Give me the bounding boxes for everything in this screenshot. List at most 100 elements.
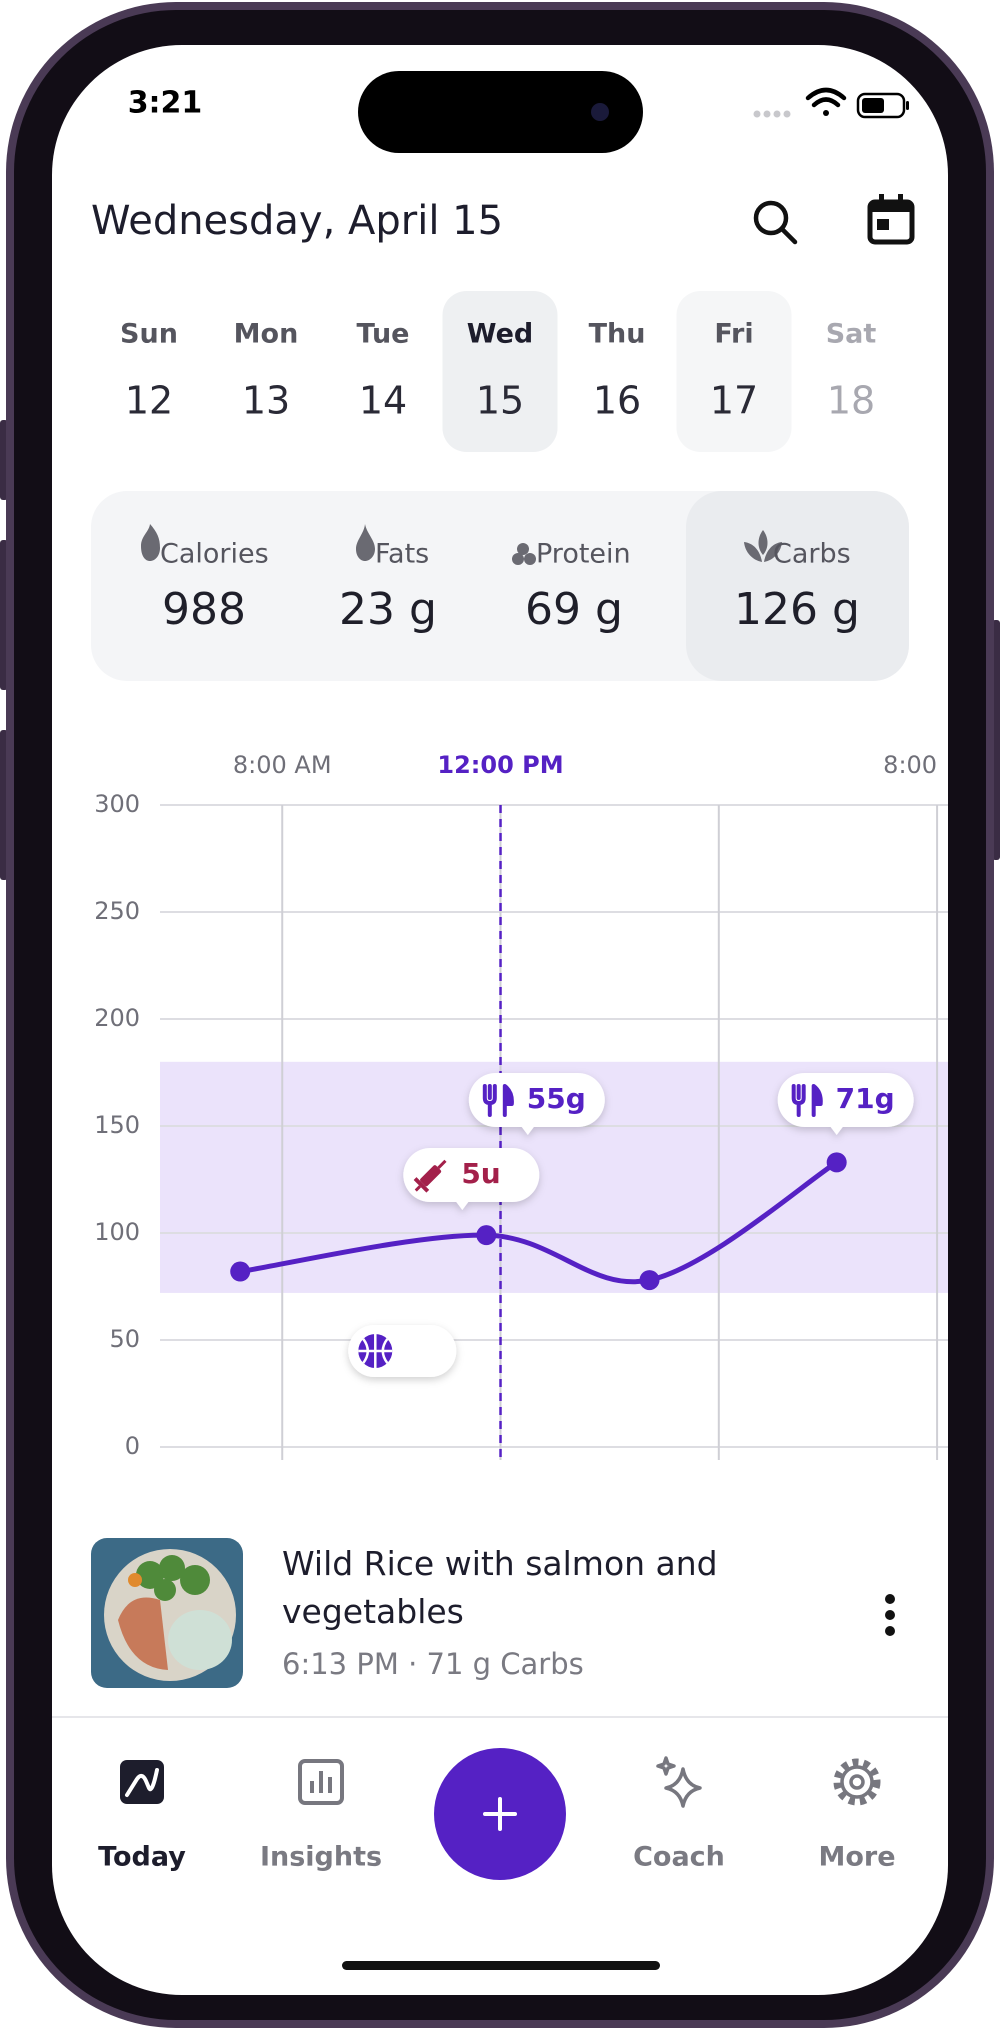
day-label: Sun — [120, 319, 178, 350]
glucose-line — [237, 1159, 840, 1285]
day-item[interactable]: Thu 16 — [589, 319, 646, 423]
day-item[interactable]: Wed 15 — [467, 319, 533, 423]
nav-label[interactable]: Coach — [633, 1842, 725, 1873]
y-tick-label: 100 — [94, 1218, 140, 1246]
screen-content: 0 50 100 150 200 250 300 8:00 AM 12:00 PM 8:00 5u 5… — [52, 71, 948, 1970]
day-date: 14 — [359, 379, 407, 423]
meal-photo-carrot — [128, 1573, 142, 1587]
glucose-point — [476, 1225, 497, 1246]
coach-icon — [656, 1756, 702, 1808]
meal-menu-button[interactable] — [885, 1594, 895, 1636]
glucose-point — [230, 1261, 251, 1282]
day-label: Thu — [589, 319, 646, 350]
summary-value: 126 g — [734, 584, 860, 635]
fats-icon — [356, 524, 375, 561]
status-time: 3:21 — [128, 86, 203, 121]
exercise-annotation[interactable] — [348, 1325, 457, 1377]
exercise-icon-lines — [358, 1334, 393, 1368]
fork-knife-icon — [811, 1084, 823, 1117]
glucose-point — [826, 1152, 847, 1173]
meal-photo-salmon — [118, 1597, 168, 1670]
y-tick-label: 200 — [94, 1004, 140, 1032]
y-tick-label: 50 — [109, 1325, 140, 1353]
nav-label[interactable]: More — [818, 1842, 895, 1873]
annotation-bubble — [403, 1148, 540, 1210]
fork-knife-icon — [502, 1084, 514, 1117]
annotation-label: 55g — [527, 1082, 586, 1115]
day-date: 12 — [125, 379, 173, 423]
annotation-label: 5u — [461, 1157, 500, 1190]
highlight-day-background — [676, 291, 792, 452]
annotation-bubble — [468, 1073, 605, 1135]
glucose-point — [639, 1270, 660, 1291]
meal-annotation[interactable]: 55g — [468, 1073, 605, 1135]
y-tick-label: 250 — [94, 897, 140, 925]
add-button[interactable] — [434, 1748, 566, 1880]
today-icon — [120, 1760, 164, 1804]
summary-label: Protein — [536, 539, 631, 570]
insulin-annotation[interactable]: 5u — [403, 1148, 540, 1210]
day-date: 16 — [593, 379, 641, 423]
day-date: 17 — [710, 379, 758, 423]
day-label: Sat — [826, 319, 877, 350]
day-item[interactable]: Mon 13 — [234, 319, 299, 423]
syringe-shape — [413, 1159, 447, 1193]
meal-photo-rice — [168, 1610, 232, 1670]
day-label: Mon — [234, 319, 299, 350]
signal-icon — [753, 110, 791, 118]
day-label: Wed — [467, 319, 533, 350]
day-item[interactable]: Sun 12 — [120, 319, 178, 423]
meal-annotation[interactable]: 71g — [777, 1073, 914, 1135]
meal-meta: 6:13 PM · 71 g Carbs — [282, 1647, 584, 1681]
dynamic-island — [358, 71, 643, 153]
camera — [591, 103, 609, 121]
day-item[interactable]: Sat 18 — [826, 319, 877, 423]
day-item[interactable]: Fri 17 — [710, 319, 758, 423]
x-tick-label: 8:00 — [883, 751, 937, 779]
day-date: 18 — [827, 379, 875, 423]
battery-icon — [856, 92, 909, 119]
nav-label[interactable]: Today — [98, 1842, 186, 1873]
x-tick-label: 8:00 AM — [233, 751, 332, 779]
summary-value: 988 — [162, 584, 246, 635]
y-tick-label: 150 — [94, 1111, 140, 1139]
home-indicator — [342, 1961, 660, 1970]
insights-icon — [298, 1759, 344, 1805]
summary-label: Fats — [375, 539, 429, 570]
summary-value: 69 g — [525, 584, 623, 635]
y-tick-label: 300 — [94, 790, 140, 818]
nav-label[interactable]: Insights — [260, 1842, 382, 1873]
meal-title: Wild Rice with salmon and vegetables — [282, 1544, 718, 1631]
calories-icon — [141, 524, 160, 561]
search-button[interactable] — [753, 200, 798, 245]
carbs-highlight — [686, 491, 909, 681]
day-item[interactable]: Tue 14 — [357, 319, 410, 423]
summary-label: Carbs — [773, 539, 851, 570]
more-icon — [833, 1758, 881, 1806]
meal-photo-vegetables — [136, 1555, 210, 1601]
calendar-button[interactable] — [867, 194, 915, 245]
protein-icon — [512, 543, 536, 565]
meal-item[interactable] — [91, 1538, 243, 1688]
glucose-chart: 0 50 100 150 200 250 300 8:00 AM 12:00 PM 8:00 5u 5… — [94, 751, 948, 1460]
summary-value: 23 g — [339, 584, 437, 635]
day-date: 13 — [242, 379, 290, 423]
syringe-icon — [413, 1159, 447, 1193]
x-tick-label: 12:00 PM — [437, 751, 563, 779]
day-date: 15 — [476, 379, 524, 423]
wifi-icon — [805, 87, 847, 116]
annotation-label: 71g — [836, 1082, 895, 1115]
y-tick-label: 0 — [125, 1432, 140, 1460]
fork-knife-icon — [791, 1084, 806, 1117]
day-label: Fri — [714, 319, 753, 350]
fork-knife-icon — [482, 1084, 497, 1117]
date-title: Wednesday, April 15 — [91, 198, 503, 244]
selected-day-background — [442, 291, 558, 452]
summary-label: Calories — [160, 539, 269, 570]
carbs-icon — [744, 530, 782, 562]
day-label: Tue — [357, 319, 410, 350]
